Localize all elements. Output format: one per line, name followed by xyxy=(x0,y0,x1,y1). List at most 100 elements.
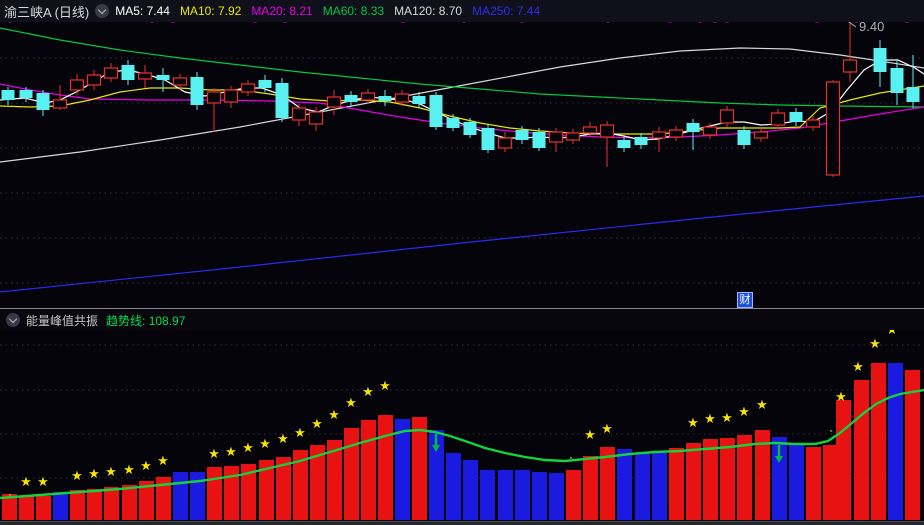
ma-line-ma60 xyxy=(0,27,924,108)
symbol-title: 渝三峡A (日线) xyxy=(4,4,90,20)
energy-bar-red xyxy=(327,440,342,520)
ma-label: MA10: 7.92 xyxy=(179,4,242,18)
annotation-leader xyxy=(847,22,857,28)
star-marker: ★ xyxy=(328,408,340,423)
energy-bar-red xyxy=(583,456,598,520)
energy-bar-red xyxy=(361,420,376,520)
energy-bar-red xyxy=(905,370,920,520)
bottom-scroll-strip[interactable] xyxy=(0,521,924,525)
energy-bar-blue xyxy=(190,472,205,520)
candle-up xyxy=(291,107,307,121)
candle-up xyxy=(497,137,513,149)
star-marker: ★ xyxy=(259,437,271,452)
marker-dot xyxy=(462,22,466,23)
candle-down xyxy=(481,128,495,150)
energy-bar-red xyxy=(70,490,85,520)
ma-label: MA60: 8.33 xyxy=(322,4,385,18)
energy-bar-red xyxy=(293,450,308,520)
marker-dot xyxy=(283,22,287,23)
star-marker: ★ xyxy=(362,385,374,400)
star-marker: ★ xyxy=(869,337,881,352)
trend-label: 趋势线: xyxy=(106,313,146,328)
energy-bar-red xyxy=(412,417,427,520)
sub-chart-header: 能量峰值共振 趋势线: 108.97 xyxy=(0,310,924,330)
marker-dot xyxy=(668,22,672,23)
event-badge[interactable]: 财 xyxy=(737,292,753,308)
candle-up xyxy=(719,109,735,124)
energy-bar-red xyxy=(806,447,821,520)
sell-arrow-head xyxy=(775,456,783,463)
candle-down xyxy=(890,68,904,93)
chevron-down-icon[interactable] xyxy=(95,4,110,18)
energy-bar-blue xyxy=(429,430,444,520)
chevron-glyph xyxy=(97,5,107,15)
ma-labels-row: MA5: 7.44 MA10: 7.92 MA20: 8.21 MA60: 8.33 M… xyxy=(115,4,550,18)
candle-up xyxy=(825,81,841,176)
candle-down xyxy=(515,130,529,140)
energy-bar-red xyxy=(378,415,393,520)
star-marker: ★ xyxy=(721,411,733,426)
candle-up xyxy=(651,131,667,139)
ma-label: MA5: 7.44 xyxy=(115,4,170,18)
candle-up xyxy=(52,99,68,109)
star-marker: ★ xyxy=(886,330,898,338)
energy-bar-red xyxy=(122,485,137,520)
star-marker: ★ xyxy=(140,459,152,474)
marker-dot xyxy=(815,22,819,23)
chevron-down-icon[interactable] xyxy=(6,313,20,327)
energy-bar-red xyxy=(2,494,17,520)
marker-dot xyxy=(725,22,729,23)
ma-line-ma120 xyxy=(0,47,924,163)
ma-label: MA20: 8.21 xyxy=(251,4,313,18)
star-marker: ★ xyxy=(71,469,83,484)
energy-bar-blue xyxy=(772,437,787,520)
candle-down xyxy=(617,140,631,148)
marker-dot xyxy=(905,22,909,23)
energy-bar-blue xyxy=(480,470,495,520)
energy-bar-red xyxy=(276,457,291,520)
candle-down xyxy=(344,95,358,102)
energy-bar-red xyxy=(600,447,615,520)
energy-bar-red xyxy=(871,363,886,520)
energy-bar-chart[interactable]: ★ ★ ★ ★ ★ ★ ★ ★ ★ ★ ★ ★ ★ ★ ★ ★ ★ ★ ★ ★ ★ ★ ★ ★ ★ ★ ★ ★ ★ ★ ˄ ˄ ˄ ˄ xyxy=(0,330,924,521)
energy-bar-blue xyxy=(617,449,632,520)
candle-down xyxy=(532,132,546,148)
marker-dot xyxy=(520,22,524,23)
energy-bar-red xyxy=(139,481,154,520)
star-marker: ★ xyxy=(157,454,169,469)
energy-bar-red xyxy=(566,470,581,520)
energy-bar-blue xyxy=(652,453,667,520)
star-marker: ★ xyxy=(20,475,32,490)
energy-bar-red xyxy=(669,448,684,520)
star-marker: ★ xyxy=(852,360,864,375)
candle-up xyxy=(206,91,222,104)
star-marker: ★ xyxy=(242,441,254,456)
star-marker: ★ xyxy=(277,432,289,447)
main-chart-header: 渝三峡A (日线) MA5: 7.44 MA10: 7.92 MA20: 8.21 M… xyxy=(0,0,924,22)
candle-up xyxy=(240,83,256,93)
star-marker: ★ xyxy=(311,417,323,432)
candle-down xyxy=(789,112,803,122)
energy-bar-red xyxy=(823,445,838,520)
star-marker: ★ xyxy=(379,379,391,394)
candle-up xyxy=(308,111,324,125)
candle-down xyxy=(412,96,426,104)
ma-line-ma20 xyxy=(0,83,924,139)
energy-bar-red xyxy=(224,466,239,520)
energy-bar-blue xyxy=(888,363,903,520)
star-marker: ★ xyxy=(738,405,750,420)
candle-down xyxy=(1,90,15,100)
candle-up xyxy=(137,72,153,80)
candle-up xyxy=(668,129,684,138)
candle-up xyxy=(702,126,718,136)
energy-bar-blue xyxy=(549,473,564,520)
candle-down xyxy=(378,96,392,101)
star-marker: ★ xyxy=(601,422,613,437)
candlestick-chart[interactable]: 9.40 xyxy=(0,22,924,308)
energy-bar-red xyxy=(259,460,274,520)
candle-up xyxy=(223,89,239,103)
price-annotation: 9.40 xyxy=(859,22,884,34)
star-marker: ★ xyxy=(294,426,306,441)
energy-bar-blue xyxy=(53,492,68,520)
candle-up xyxy=(805,119,821,128)
